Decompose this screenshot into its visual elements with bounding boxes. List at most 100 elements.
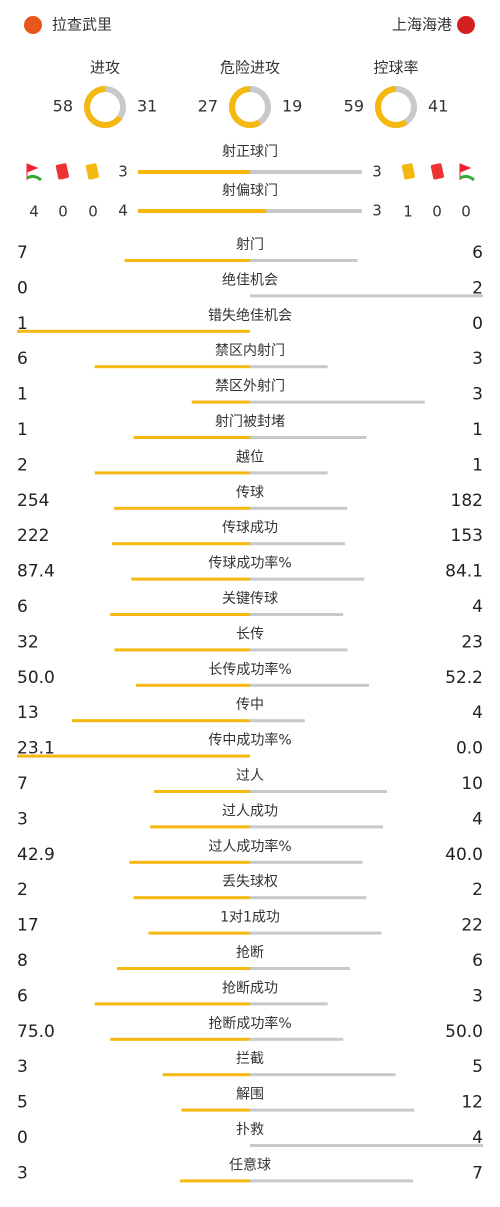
stat-bar-home (131, 577, 250, 581)
stat-label: 越位 (236, 449, 264, 465)
ring-home: 58 (53, 97, 73, 116)
stat-away: 3 (472, 385, 483, 405)
stat-bar-away (250, 648, 348, 652)
ring-away: 19 (282, 97, 302, 116)
red-card-icon (55, 163, 69, 180)
ring-away: 41 (428, 97, 448, 116)
ring-home: 27 (198, 97, 218, 116)
stat-label: 抢断 (236, 944, 264, 961)
stat-bar-away (250, 400, 425, 404)
stat-label: 传中成功率% (208, 732, 291, 749)
stat-bar-away (250, 1002, 328, 1006)
stat-home: 7 (17, 243, 28, 263)
stat-home: 0 (17, 1128, 28, 1148)
stat-bar-home (116, 967, 250, 970)
away-logo (457, 16, 475, 34)
stat-away: 3 (472, 349, 483, 369)
stat-bar-away (250, 506, 348, 510)
ring-label: 控球率 (373, 59, 418, 77)
stat-bar-away (250, 719, 305, 723)
stat-away: 7 (472, 1163, 483, 1183)
stat-home: 5 (17, 1093, 28, 1113)
stat-home: 8 (17, 951, 28, 971)
stat-bar-away (250, 294, 483, 298)
stat-bar-away (250, 931, 382, 935)
stat-bar-away (250, 860, 363, 864)
shot-away: 3 (372, 202, 382, 220)
stat-label: 禁区内射门 (215, 343, 285, 359)
stat-home: 1 (17, 385, 28, 405)
stat-home: 17 (17, 916, 39, 936)
stat-away: 3 (472, 986, 483, 1006)
stat-bar-home (114, 648, 250, 652)
stat-label: 关键传球 (222, 591, 278, 607)
stat-bar-home (94, 1002, 251, 1006)
stat-label: 抢断成功率% (208, 1015, 291, 1032)
away-team: 上海海港 (392, 16, 452, 34)
shot-home: 4 (118, 202, 128, 220)
ring-arc (84, 86, 126, 128)
stat-bar-away (250, 967, 350, 970)
stat-away: 0 (472, 314, 483, 334)
shot-bar-away (250, 170, 362, 174)
stat-away: 182 (451, 491, 483, 511)
stat-bar-home (17, 329, 250, 333)
stat-home: 6 (17, 349, 28, 369)
stat-home: 42.9 (17, 845, 55, 865)
stat-away: 1 (472, 455, 483, 475)
stat-home: 0 (17, 278, 28, 298)
ring-label: 进攻 (90, 59, 120, 77)
stat-home: 50.0 (17, 668, 55, 688)
stat-label: 传球 (236, 485, 264, 501)
stat-bar-home (162, 1073, 250, 1077)
home-icons (26, 163, 99, 182)
stat-bar-away (250, 577, 365, 581)
stat-bar-away (250, 1108, 415, 1112)
stat-bar-home (136, 683, 250, 687)
stat-bar-home (180, 1179, 250, 1183)
stat-bar-home (124, 259, 250, 262)
stat-bar-away (250, 683, 370, 687)
stat-away: 0.0 (456, 739, 483, 759)
shot-bar-away (266, 209, 362, 213)
stat-home: 13 (17, 703, 39, 723)
stat-home: 3 (17, 809, 28, 829)
stat-bar-home (154, 790, 250, 793)
corner-grass (459, 174, 475, 182)
stat-away: 4 (472, 703, 483, 723)
shot-home: 3 (118, 163, 128, 181)
stat-bar-away (250, 825, 384, 829)
home-red: 0 (58, 203, 68, 221)
home-corners: 4 (29, 203, 39, 221)
stat-bar-home (110, 1037, 250, 1041)
stat-label: 解围 (236, 1087, 264, 1103)
away-icons (401, 163, 475, 182)
shot-bar-home (138, 170, 250, 174)
stat-label: 丢失球权 (222, 874, 278, 890)
stat-away: 2 (472, 278, 483, 298)
stat-away: 22 (461, 916, 483, 936)
stat-home: 222 (17, 526, 49, 546)
stat-home: 2 (17, 880, 28, 900)
stat-bar-home (191, 400, 250, 404)
stat-home: 6 (17, 986, 28, 1006)
stat-label: 射门被封堵 (215, 414, 285, 430)
stat-away: 1 (472, 420, 483, 440)
ring-label: 危险进攻 (220, 59, 280, 77)
stat-home: 32 (17, 632, 39, 652)
stat-bar-away (250, 436, 367, 439)
stat-bar-away (250, 790, 388, 793)
stat-label: 任意球 (229, 1156, 271, 1173)
stat-bar-away (250, 1179, 414, 1183)
stat-bar-home (150, 825, 250, 829)
stat-bar-home (110, 613, 250, 616)
away-red: 0 (432, 203, 442, 221)
stat-label: 过人 (236, 768, 264, 784)
stat-away: 5 (472, 1057, 483, 1077)
stat-home: 6 (17, 597, 28, 617)
stat-label: 1对1成功 (220, 910, 280, 926)
stat-label: 传中 (236, 697, 264, 713)
stat-away: 6 (472, 243, 483, 263)
